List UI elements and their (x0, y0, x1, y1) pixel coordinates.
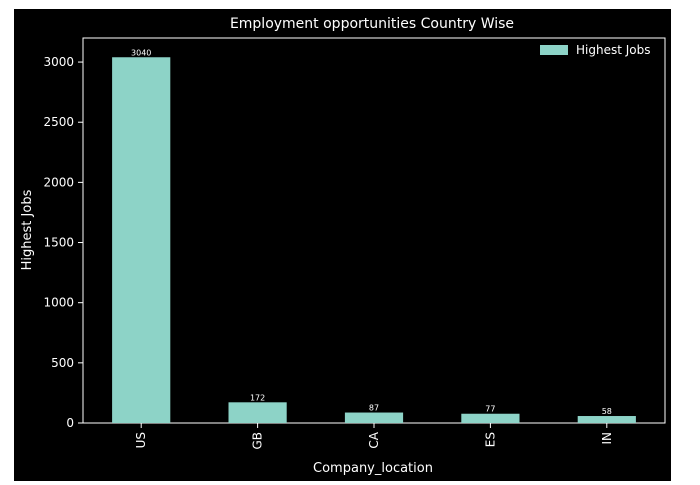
x-tick-label: GB (251, 432, 265, 450)
y-tick-label: 500 (51, 356, 74, 370)
y-tick-label: 0 (66, 416, 74, 430)
y-tick-label: 1000 (43, 296, 74, 310)
legend: Highest Jobs (540, 43, 650, 57)
chart-title: Employment opportunities Country Wise (230, 16, 514, 32)
y-axis-label: Highest Jobs (20, 189, 35, 270)
x-axis: US GB CA ES IN (134, 423, 614, 450)
data-labels: 3040 172 87 77 58 (131, 48, 612, 416)
bar-us (112, 57, 171, 423)
legend-label: Highest Jobs (576, 43, 650, 57)
y-tick-label: 3000 (43, 55, 74, 69)
bar-gb (228, 402, 287, 423)
bars (112, 57, 636, 423)
y-axis: 0 500 1000 1500 2000 2500 3000 (43, 55, 83, 430)
y-tick-label: 2000 (43, 175, 74, 189)
bar-ca (344, 412, 404, 423)
y-tick-label: 1500 (43, 236, 74, 250)
x-tick-label: ES (483, 432, 497, 447)
data-label: 3040 (131, 48, 151, 57)
x-tick-label: IN (600, 432, 614, 445)
legend-swatch (540, 45, 568, 55)
bar-in (577, 416, 636, 423)
bar-chart: Employment opportunities Country Wise 0 5… (20, 16, 666, 476)
chart-figure: Employment opportunities Country Wise 0 5… (14, 9, 671, 481)
x-tick-label: US (134, 432, 148, 448)
data-label: 87 (369, 404, 379, 413)
y-tick-label: 2500 (43, 115, 74, 129)
bar-es (461, 413, 520, 423)
x-axis-label: Company_location (313, 461, 433, 476)
data-label: 77 (485, 405, 495, 414)
x-tick-label: CA (367, 431, 381, 448)
data-label: 172 (250, 393, 265, 402)
data-label: 58 (602, 407, 612, 416)
